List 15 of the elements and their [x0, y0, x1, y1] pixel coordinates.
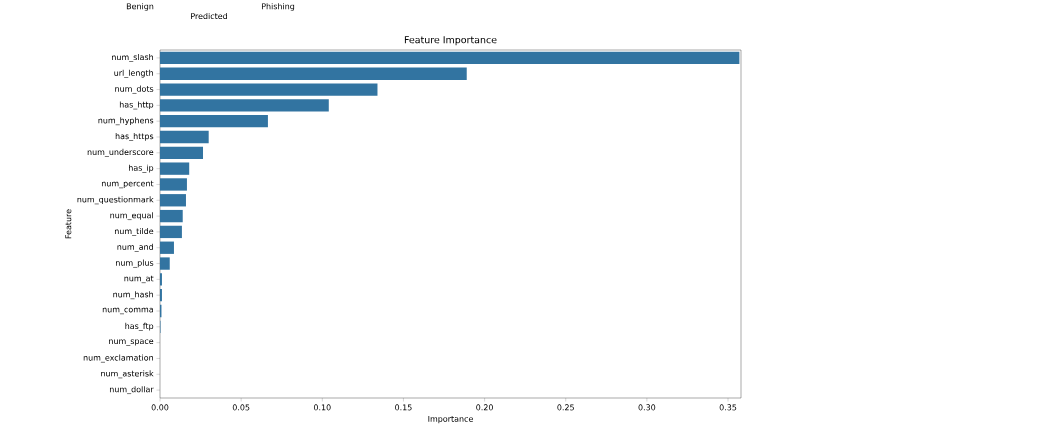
bar: [160, 257, 170, 270]
bar: [160, 194, 186, 207]
bar: [160, 67, 467, 80]
bar: [160, 99, 329, 112]
bar: [160, 130, 209, 144]
bar: [160, 115, 268, 128]
bar: [160, 83, 378, 96]
chart-title: Feature Importance: [404, 36, 497, 46]
bar: [160, 146, 204, 159]
bar: [160, 241, 174, 254]
bar: [160, 178, 187, 191]
bar: [160, 162, 190, 175]
bar: [160, 51, 740, 65]
bar: [160, 225, 182, 239]
bar: [160, 209, 183, 223]
